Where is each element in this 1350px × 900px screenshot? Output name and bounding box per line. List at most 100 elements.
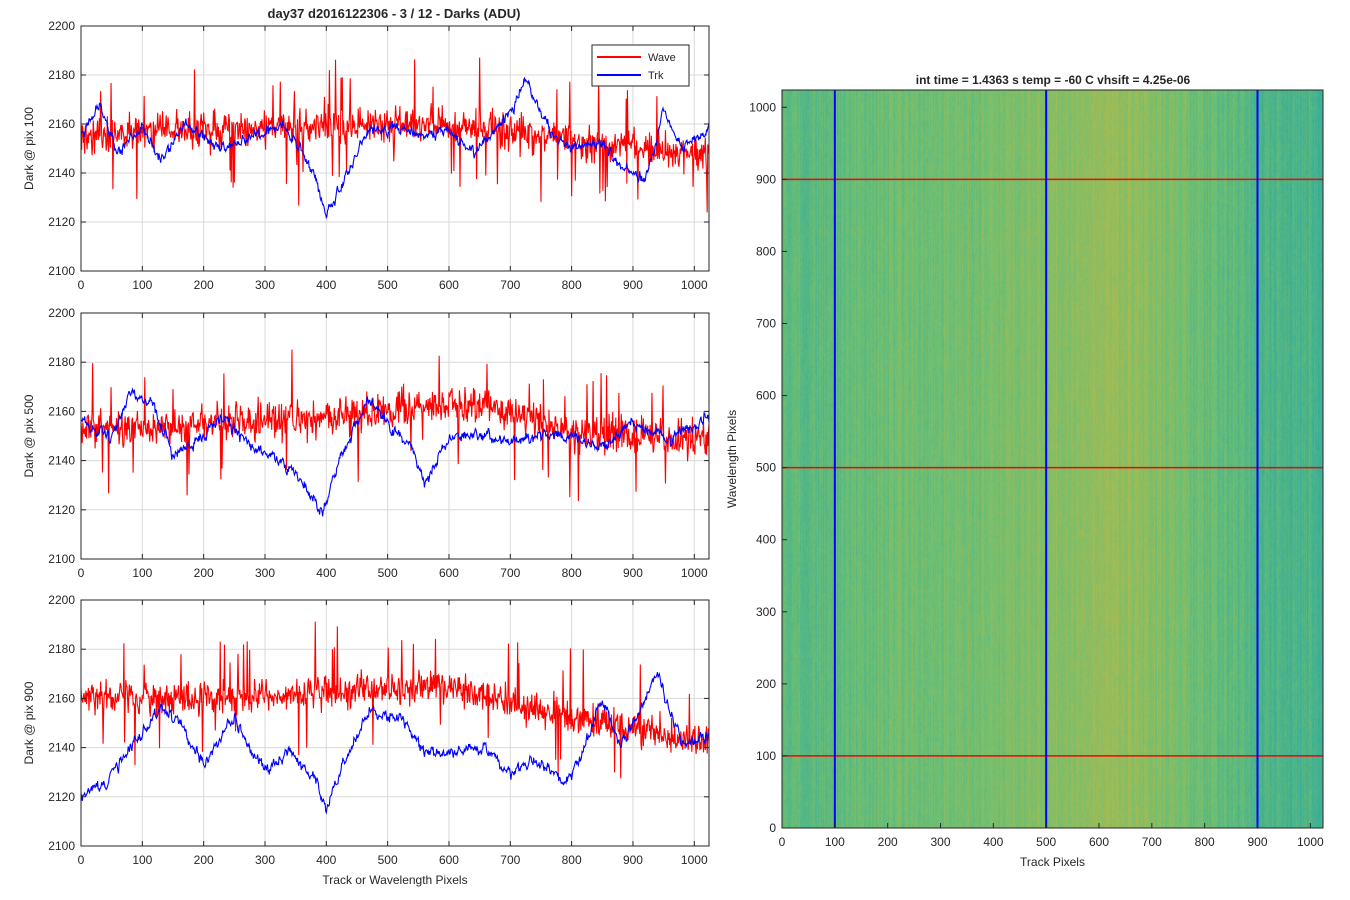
- x-tick-label: 1000: [681, 853, 708, 867]
- x-tick-label: 400: [316, 278, 336, 292]
- y-tick-label: 2120: [48, 790, 75, 804]
- x-tick-label: 200: [194, 566, 214, 580]
- heatmap-x-tick-label: 600: [1089, 835, 1109, 849]
- y-tick-label: 2160: [48, 404, 75, 418]
- heatmap-y-tick-label: 1000: [749, 100, 776, 114]
- x-tick-label: 400: [316, 853, 336, 867]
- x-tick-label: 300: [255, 566, 275, 580]
- heatmap-y-tick-label: 700: [756, 317, 776, 331]
- series-line-trk: [81, 387, 709, 517]
- y-tick-label: 2100: [48, 264, 75, 278]
- heatmap-y-tick-label: 100: [756, 749, 776, 763]
- legend-wave-label: Wave: [648, 52, 676, 64]
- x-tick-label: 0: [78, 278, 85, 292]
- axes-box: [80, 312, 710, 560]
- y-tick-label: 2120: [48, 215, 75, 229]
- axes-box: [80, 599, 710, 847]
- x-tick-label: 100: [132, 853, 152, 867]
- x-tick-label: 900: [623, 278, 643, 292]
- x-tick-label: 100: [132, 566, 152, 580]
- heatmap-title: int time = 1.4363 s temp = -60 C vhsift …: [916, 73, 1191, 87]
- x-tick-label: 600: [439, 566, 459, 580]
- y-tick-label: 2160: [48, 117, 75, 131]
- heatmap-x-tick-label: 700: [1142, 835, 1162, 849]
- x-axis-label: Track or Wavelength Pixels: [322, 873, 467, 887]
- x-tick-label: 800: [562, 278, 582, 292]
- heatmap-y-axis-label: Wavelength Pixels: [725, 410, 739, 508]
- x-tick-label: 800: [562, 853, 582, 867]
- heatmap-y-tick-label: 200: [756, 677, 776, 691]
- y-axis-label: Dark @ pix 500: [22, 394, 36, 477]
- x-tick-label: 300: [255, 278, 275, 292]
- y-tick-label: 2140: [48, 454, 75, 468]
- y-tick-label: 2160: [48, 691, 75, 705]
- heatmap-x-tick-label: 1000: [1297, 835, 1324, 849]
- legend-trk-label: Trk: [648, 70, 664, 82]
- y-tick-label: 2140: [48, 741, 75, 755]
- x-tick-label: 600: [439, 853, 459, 867]
- heatmap-texture: [782, 90, 1323, 828]
- x-tick-label: 0: [78, 853, 85, 867]
- figure-title: day37 d2016122306 - 3 / 12 - Darks (ADU): [268, 6, 521, 21]
- heatmap-y-tick-label: 500: [756, 461, 776, 475]
- x-tick-label: 500: [378, 278, 398, 292]
- x-tick-label: 500: [378, 566, 398, 580]
- y-tick-label: 2120: [48, 503, 75, 517]
- heatmap-panel: 0 100 200 300 400 500 600 700 800 900 1000 0 100 200 3…: [725, 89, 1324, 869]
- x-tick-label: 300: [255, 853, 275, 867]
- heatmap-y-tick-label: 400: [756, 533, 776, 547]
- heatmap-y-tick-label: 300: [756, 605, 776, 619]
- legend-box: [591, 44, 690, 87]
- y-axis-label: Dark @ pix 100: [22, 107, 36, 190]
- x-tick-label: 500: [378, 853, 398, 867]
- heatmap-x-axis-label: Track Pixels: [1020, 855, 1085, 869]
- heatmap-x-tick-label: 900: [1247, 835, 1267, 849]
- heatmap-y-tick-label: 600: [756, 389, 776, 403]
- heatmap-x-tick-label: 300: [930, 835, 950, 849]
- y-tick-label: 2140: [48, 166, 75, 180]
- x-tick-label: 0: [78, 566, 85, 580]
- series-line-trk: [81, 76, 709, 220]
- y-tick-label: 2200: [48, 593, 75, 607]
- heatmap-y-tick-label: 900: [756, 172, 776, 186]
- line-plot-pix-500: 0 100 200 300 400 500 600 700 800 900 1000 2100 2120…: [22, 306, 710, 580]
- x-tick-label: 200: [194, 278, 214, 292]
- heatmap-x-tick-label: 400: [983, 835, 1003, 849]
- series-line-wave: [81, 57, 709, 213]
- x-tick-label: 100: [132, 278, 152, 292]
- x-tick-label: 700: [500, 853, 520, 867]
- series-line-wave: [81, 621, 709, 779]
- x-tick-label: 700: [500, 278, 520, 292]
- legend: Wave Trk: [591, 44, 690, 87]
- series-line-trk: [81, 671, 709, 815]
- heatmap-x-tick-label: 0: [779, 835, 786, 849]
- heatmap-y-tick-label: 800: [756, 244, 776, 258]
- y-tick-label: 2180: [48, 355, 75, 369]
- line-plot-pix-900: 0 100 200 300 400 500 600 700 800 900 1000 2100 2120…: [22, 593, 710, 887]
- heatmap-y-tick-label: 0: [769, 821, 776, 835]
- x-tick-label: 200: [194, 853, 214, 867]
- x-tick-label: 900: [623, 853, 643, 867]
- y-tick-label: 2180: [48, 642, 75, 656]
- y-axis-label: Dark @ pix 900: [22, 681, 36, 764]
- x-tick-label: 900: [623, 566, 643, 580]
- plot-area: [81, 600, 709, 846]
- heatmap-x-tick-label: 200: [878, 835, 898, 849]
- y-tick-label: 2200: [48, 19, 75, 33]
- heatmap-x-tick-label: 100: [825, 835, 845, 849]
- y-tick-label: 2180: [48, 68, 75, 82]
- heatmap-axes-box: [781, 89, 1324, 829]
- series-line-wave: [81, 349, 709, 502]
- axes-box: [80, 25, 710, 272]
- x-tick-label: 400: [316, 566, 336, 580]
- x-tick-label: 1000: [681, 566, 708, 580]
- y-tick-label: 2100: [48, 552, 75, 566]
- x-tick-label: 600: [439, 278, 459, 292]
- heatmap-x-tick-label: 500: [1036, 835, 1056, 849]
- x-tick-label: 700: [500, 566, 520, 580]
- heatmap-x-tick-label: 800: [1195, 835, 1215, 849]
- y-tick-label: 2200: [48, 306, 75, 320]
- x-tick-label: 1000: [681, 278, 708, 292]
- x-tick-label: 800: [562, 566, 582, 580]
